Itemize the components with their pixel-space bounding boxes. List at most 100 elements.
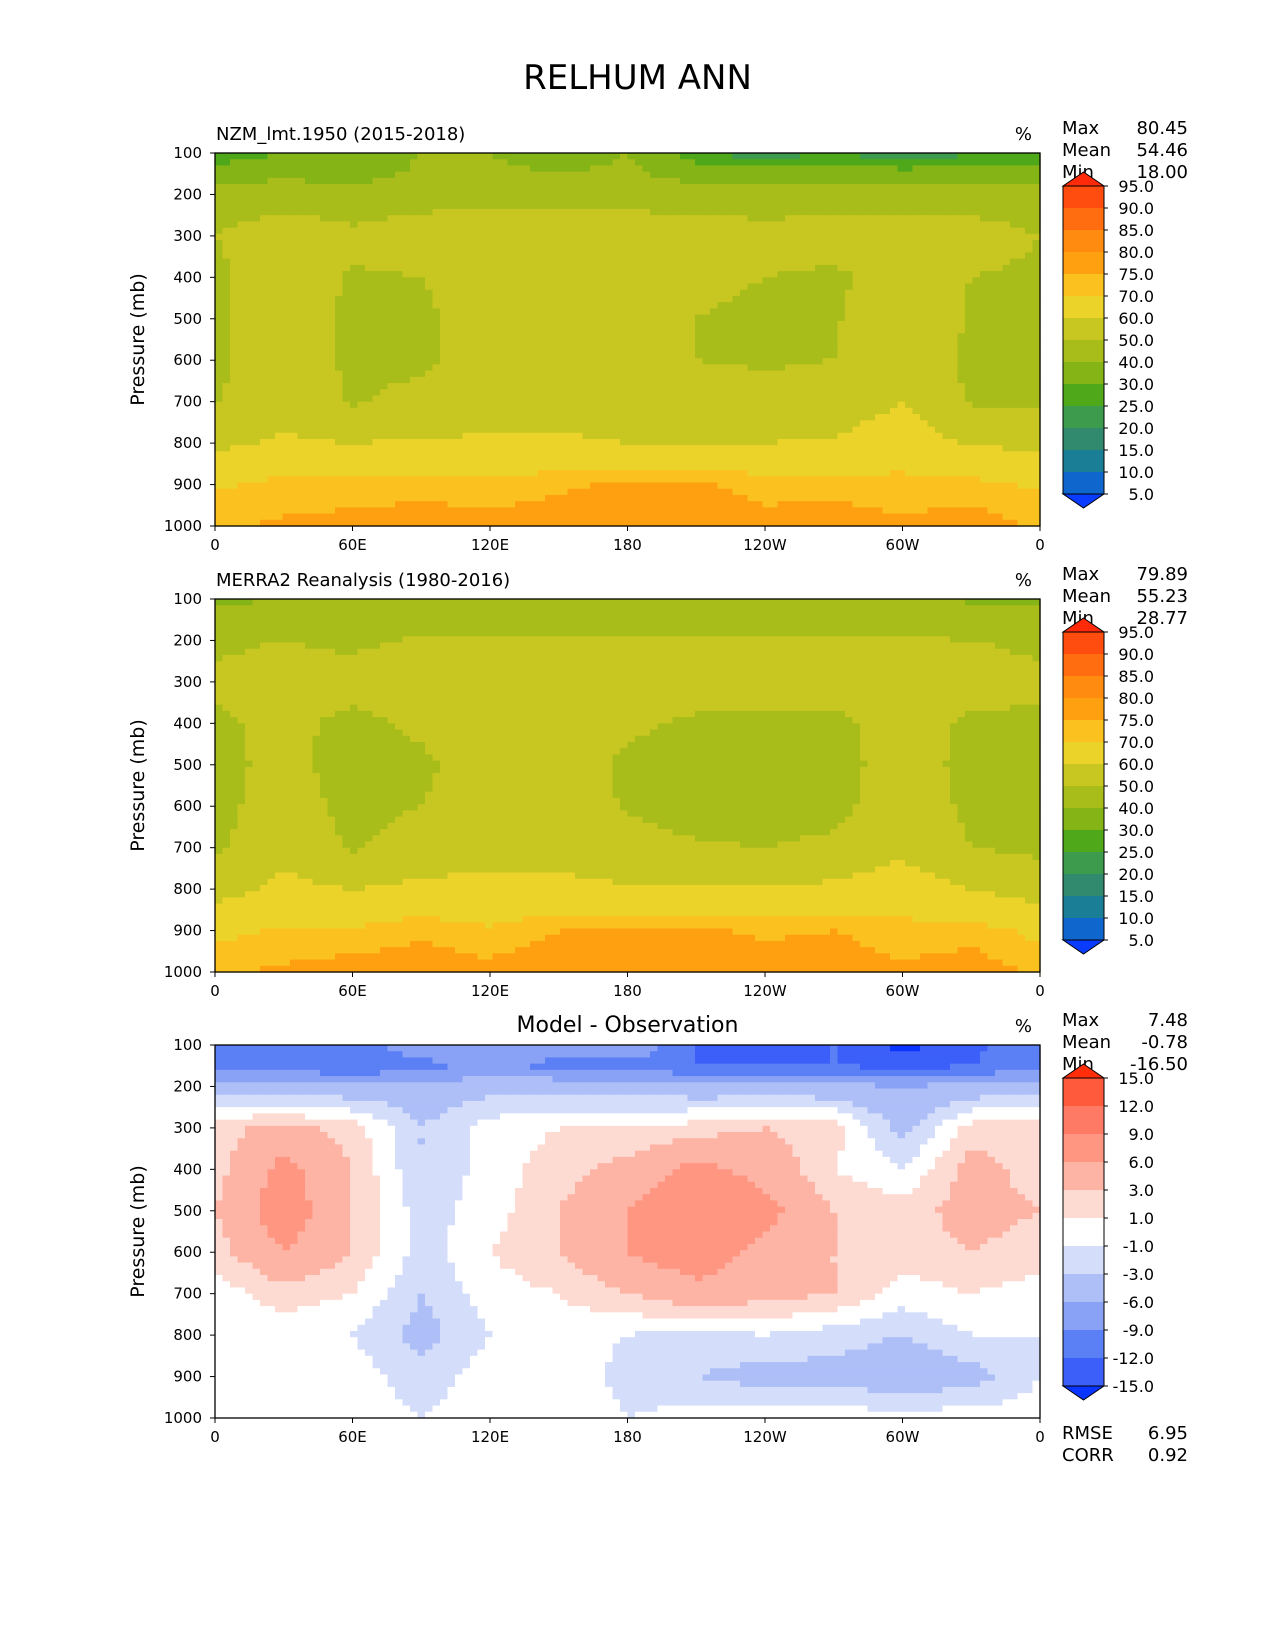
field-cell: [702, 208, 711, 216]
field-cell: [830, 376, 839, 384]
field-cell: [290, 333, 299, 341]
field-cell: [717, 271, 726, 278]
field-cell: [447, 171, 456, 179]
field-cell: [522, 383, 531, 390]
field-cell: [440, 264, 449, 272]
field-cell: [560, 252, 569, 260]
field-cell: [260, 264, 269, 272]
field-cell: [942, 364, 951, 372]
field-cell: [492, 159, 501, 167]
field-cell: [230, 426, 239, 434]
field-cell: [335, 345, 344, 353]
field-cell: [222, 177, 231, 185]
field-cell: [500, 327, 509, 334]
field-cell: [522, 414, 531, 421]
field-cell: [830, 208, 839, 216]
field-cell: [432, 208, 441, 216]
field-cell: [815, 395, 824, 403]
field-cell: [417, 314, 426, 322]
field-cell: [687, 308, 696, 316]
field-cell: [402, 264, 411, 272]
field-cell: [770, 227, 779, 235]
field-cell: [432, 358, 441, 365]
field-cell: [312, 233, 321, 241]
field-cell: [965, 376, 974, 384]
field-cell: [507, 414, 516, 421]
field-cell: [342, 314, 351, 322]
field-cell: [567, 383, 576, 390]
field-cell: [612, 277, 621, 285]
field-cell: [560, 171, 569, 179]
field-cell: [500, 264, 509, 272]
field-cell: [770, 339, 779, 347]
field-cell: [402, 227, 411, 235]
field-cell: [867, 196, 876, 204]
field-cell: [987, 171, 996, 179]
field-cell: [297, 389, 306, 397]
field-cell: [530, 364, 539, 372]
field-cell: [912, 401, 921, 409]
field-cell: [867, 246, 876, 254]
field-cell: [327, 277, 336, 285]
field-cell: [1025, 271, 1034, 278]
field-cell: [1017, 184, 1026, 191]
field-cell: [747, 426, 756, 434]
field-cell: [215, 177, 224, 185]
field-cell: [837, 277, 846, 285]
field-cell: [417, 333, 426, 341]
field-cell: [867, 401, 876, 409]
field-cell: [1010, 389, 1019, 397]
field-cell: [830, 364, 839, 372]
field-cell: [410, 171, 419, 179]
field-cell: [702, 271, 711, 278]
field-cell: [1017, 395, 1026, 403]
field-cell: [410, 407, 419, 415]
field-cell: [1002, 320, 1011, 328]
field-cell: [1002, 345, 1011, 353]
field-cell: [447, 407, 456, 415]
field-cell: [552, 389, 561, 397]
field-cell: [492, 240, 501, 247]
field-cell: [852, 227, 861, 235]
field-cell: [755, 177, 764, 185]
field-cell: [845, 420, 854, 428]
field-cell: [365, 358, 374, 365]
field-cell: [245, 264, 254, 272]
field-cell: [372, 171, 381, 179]
field-cell: [747, 358, 756, 365]
field-cell: [267, 252, 276, 260]
field-cell: [627, 246, 636, 254]
field-cell: [282, 358, 291, 365]
field-cell: [245, 277, 254, 285]
field-cell: [702, 215, 711, 222]
field-cell: [672, 401, 681, 409]
field-cell: [590, 302, 599, 310]
field-cell: [260, 177, 269, 185]
field-cell: [537, 426, 546, 434]
field-cell: [860, 420, 869, 428]
field-cell: [665, 240, 674, 247]
field-cell: [890, 420, 899, 428]
field-cell: [905, 407, 914, 415]
field-cell: [222, 295, 231, 303]
field-cell: [350, 258, 359, 266]
field-cell: [650, 345, 659, 353]
field-cell: [237, 358, 246, 365]
field-cell: [957, 264, 966, 272]
field-cell: [897, 271, 906, 278]
field-cell: [455, 165, 464, 173]
field-cell: [252, 320, 261, 328]
field-cell: [665, 159, 674, 167]
field-cell: [447, 289, 456, 297]
field-cell: [740, 202, 749, 210]
field-cell: [237, 383, 246, 390]
field-cell: [485, 283, 494, 291]
field-cell: [1010, 314, 1019, 322]
field-cell: [665, 227, 674, 235]
field-cell: [455, 420, 464, 428]
field-cell: [305, 314, 314, 322]
field-cell: [560, 258, 569, 266]
field-cell: [845, 165, 854, 173]
field-cell: [1010, 252, 1019, 260]
field-cell: [785, 426, 794, 434]
